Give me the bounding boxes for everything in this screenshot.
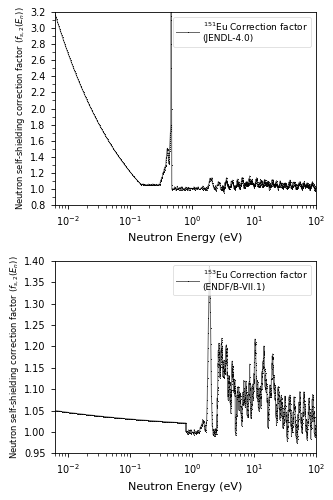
Legend: $^{153}$Eu Correction factor
(ENDF/B-VII.1): $^{153}$Eu Correction factor (ENDF/B-VII…	[173, 266, 311, 296]
Y-axis label: Neutron self-shielding correction factor ($f_{s,2}(E_n)$): Neutron self-shielding correction factor…	[14, 6, 27, 210]
$^{153}$Eu Correction factor
(ENDF/B-VII.1)	[228, 392, 232, 398]
Y-axis label: Neutron self-shielding correction factor ($f_{s,2}(E_n)$): Neutron self-shielding correction factor…	[8, 256, 21, 459]
$^{153}$Eu Correction factor
(ENDF/B-VII.1)	[207, 264, 211, 270]
Legend: $^{151}$Eu Correction factor
(JENDL-4.0): $^{151}$Eu Correction factor (JENDL-4.0)	[173, 17, 311, 47]
$^{153}$Eu Correction factor
(ENDF/B-VII.1)	[248, 399, 252, 405]
$^{153}$Eu Correction factor
(ENDF/B-VII.1)	[238, 398, 242, 404]
$^{151}$Eu Correction factor
(JENDL-4.0)	[222, 190, 226, 196]
X-axis label: Neutron Energy (eV): Neutron Energy (eV)	[128, 233, 242, 243]
$^{151}$Eu Correction factor
(JENDL-4.0)	[300, 186, 304, 192]
$^{153}$Eu Correction factor
(ENDF/B-VII.1)	[314, 423, 318, 429]
$^{151}$Eu Correction factor
(JENDL-4.0)	[53, 10, 57, 16]
$^{151}$Eu Correction factor
(JENDL-4.0)	[169, 10, 173, 16]
$^{151}$Eu Correction factor
(JENDL-4.0)	[269, 183, 273, 189]
$^{153}$Eu Correction factor
(ENDF/B-VII.1)	[53, 408, 57, 414]
$^{151}$Eu Correction factor
(JENDL-4.0)	[271, 180, 275, 186]
$^{153}$Eu Correction factor
(ENDF/B-VII.1)	[218, 364, 222, 370]
Line: $^{151}$Eu Correction factor
(JENDL-4.0): $^{151}$Eu Correction factor (JENDL-4.0)	[54, 12, 317, 194]
$^{151}$Eu Correction factor
(JENDL-4.0)	[294, 182, 298, 188]
$^{151}$Eu Correction factor
(JENDL-4.0)	[248, 179, 252, 185]
$^{151}$Eu Correction factor
(JENDL-4.0)	[314, 184, 318, 190]
Line: $^{153}$Eu Correction factor
(ENDF/B-VII.1): $^{153}$Eu Correction factor (ENDF/B-VII…	[54, 266, 317, 444]
X-axis label: Neutron Energy (eV): Neutron Energy (eV)	[128, 482, 242, 492]
$^{151}$Eu Correction factor
(JENDL-4.0)	[260, 181, 264, 187]
$^{153}$Eu Correction factor
(ENDF/B-VII.1)	[295, 440, 299, 446]
$^{153}$Eu Correction factor
(ENDF/B-VII.1)	[57, 408, 61, 414]
$^{153}$Eu Correction factor
(ENDF/B-VII.1)	[65, 410, 69, 416]
